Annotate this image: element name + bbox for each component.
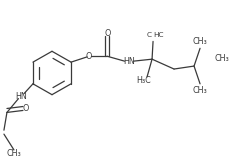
Text: O: O (105, 29, 111, 38)
Text: CH₃: CH₃ (193, 86, 208, 95)
Text: CH₃: CH₃ (193, 37, 208, 46)
Text: CH₃: CH₃ (215, 54, 229, 63)
Text: H₃C: H₃C (137, 76, 151, 85)
Text: C: C (147, 31, 152, 38)
Text: CH₃: CH₃ (7, 149, 21, 158)
Text: HN: HN (123, 57, 135, 66)
Text: HN: HN (15, 92, 27, 101)
Text: HC: HC (153, 31, 163, 38)
Text: O: O (86, 52, 92, 61)
Text: O: O (23, 104, 29, 113)
